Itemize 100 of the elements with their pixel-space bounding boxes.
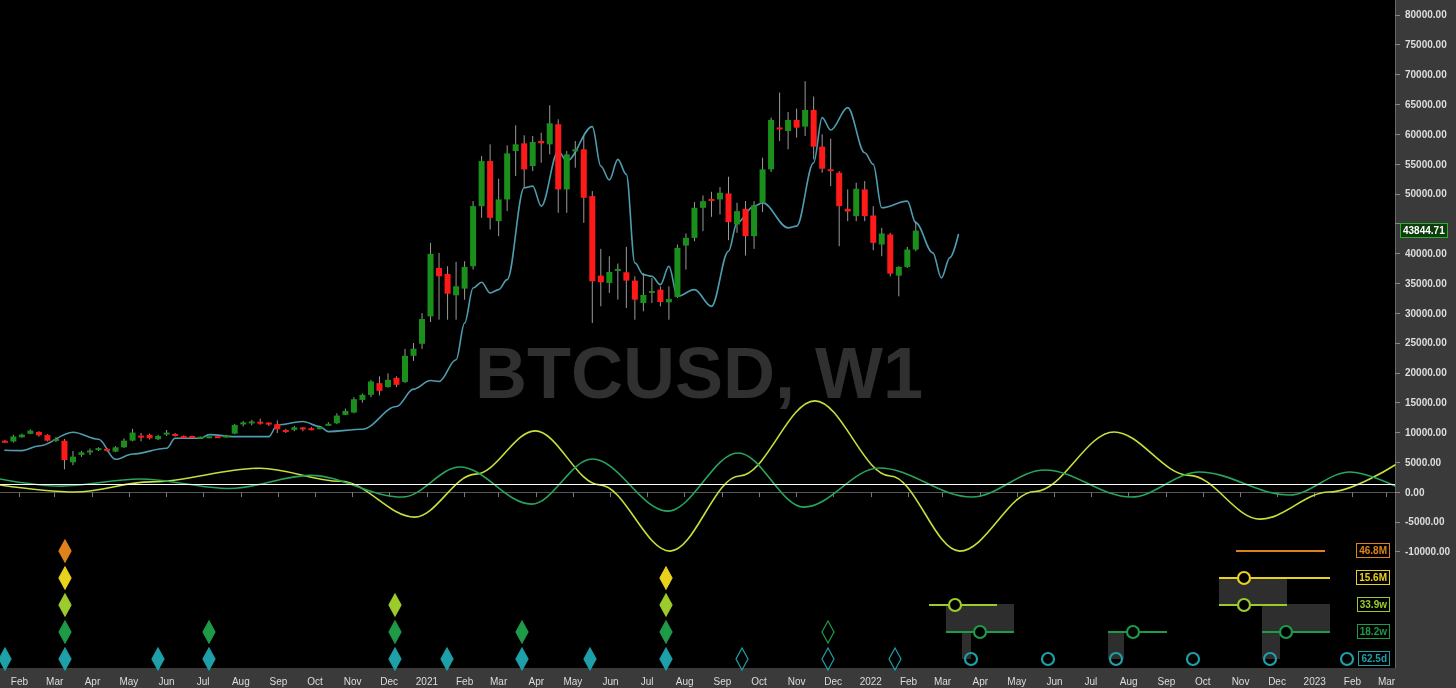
y-tick-label: 20000.00 [1405,367,1448,379]
y-tick-label: 60000.00 [1405,128,1448,140]
annotation: 46.8M [1356,543,1390,558]
y-tick-label: 80000.00 [1405,9,1448,21]
candlestick [682,233,689,271]
line-series [0,452,1396,512]
x-tick-label: May [1007,675,1027,687]
candlestick [138,432,145,442]
x-tick-label: Apr [972,675,989,687]
y-tick-label: 5000.00 [1405,456,1442,468]
candlestick [376,375,383,396]
text: 43844.71 [1400,223,1448,238]
candlestick [453,261,460,321]
candlestick [827,138,834,187]
x-tick-label: Jun [602,675,619,687]
candlestick [87,448,93,456]
x-tick-label: Feb [899,675,918,687]
x-tick-label: Nov [787,675,806,687]
annotation: 15.6M [1356,570,1390,585]
y-tick-label: -10000.00 [1405,546,1451,558]
candlestick [631,275,638,321]
candlestick [734,202,741,234]
x-tick-label: Nov [343,675,362,687]
x-tick-label: Jul [196,675,210,687]
candlestick [793,108,800,139]
candlestick [717,186,723,215]
y-tick-label: 65000.00 [1405,98,1448,110]
y-tick-label: 15000.00 [1405,397,1448,409]
candlestick [495,178,502,237]
x-tick-label: Feb [10,675,29,687]
x-tick-label: 2021 [415,675,439,687]
y-tick-label: 30000.00 [1405,307,1448,319]
x-tick-label: Oct [1195,675,1211,687]
candlestick [640,272,647,312]
x-tick-label: 2022 [859,675,883,687]
x-tick-label: Feb [455,675,474,687]
line-series [4,106,960,461]
x-tick-label: Mar [933,675,952,687]
y-tick-label: 25000.00 [1405,337,1448,349]
annotation: 33.9w [1356,597,1390,612]
x-tick-label: Aug [231,675,250,687]
x-tick-label: Oct [307,675,323,687]
x-tick-label: Jul [640,675,654,687]
candlestick [708,191,715,218]
x-tick-label: May [119,675,139,687]
x-tick-label: May [563,675,583,687]
x-tick-label: Jun [158,675,175,687]
x-tick-label: Aug [1119,675,1138,687]
candlestick [35,430,42,438]
candlestick [461,260,468,301]
y-tick-label: -5000.00 [1405,516,1445,528]
x-tick-label: Dec [824,675,843,687]
x-tick-label: Sep [269,675,288,687]
y-tick-label: 50000.00 [1405,188,1448,200]
candlestick [597,248,604,307]
x-tick-label: Mar [1377,675,1396,687]
candlestick [436,252,443,321]
x-tick-label: Mar [46,675,64,687]
candlestick [776,92,783,142]
candlestick [384,372,391,389]
candlestick [802,80,809,137]
annotation: 62.5d [1358,651,1390,666]
candlestick [912,220,919,252]
candlestick [657,285,664,307]
candlestick [648,277,655,304]
x-tick-label: Jul [1084,675,1098,687]
candlestick [444,265,451,321]
candlestick [52,436,59,443]
x-tick-label: Jun [1046,675,1063,687]
candlestick [606,255,613,294]
annotation: 18.2w [1356,624,1390,639]
y-tick-label: 55000.00 [1405,158,1448,170]
y-tick-label: 70000.00 [1405,69,1448,81]
candlestick [623,246,630,309]
x-tick-label: Mar [490,675,508,687]
x-tick-label: 2023 [1303,675,1327,687]
x-tick-label: Feb [1343,675,1362,687]
x-tick-label: Apr [84,675,101,687]
x-tick-label: Apr [528,675,545,687]
y-tick-label: 0.00 [1405,486,1425,498]
x-tick-label: Sep [713,675,732,687]
x-tick-label: Sep [1157,675,1176,687]
candlestick [665,285,672,321]
candlestick [785,111,792,150]
candlestick [512,124,519,177]
candlestick [614,263,621,301]
candlestick [819,133,826,174]
y-tick-label: 40000.00 [1405,247,1448,259]
x-tick-label: Oct [751,675,767,687]
y-tick-label: 35000.00 [1405,277,1448,289]
candlestick [61,438,68,470]
candlestick [172,432,179,438]
y-tick-label: 10000.00 [1405,426,1448,438]
x-tick-label: Nov [1231,675,1250,687]
candlestick [546,104,553,155]
candlestick [895,265,902,297]
x-tick-label: Aug [675,675,694,687]
x-tick-label: Dec [1268,675,1286,687]
y-tick-label: 75000.00 [1405,39,1448,51]
candlestick [572,140,579,169]
